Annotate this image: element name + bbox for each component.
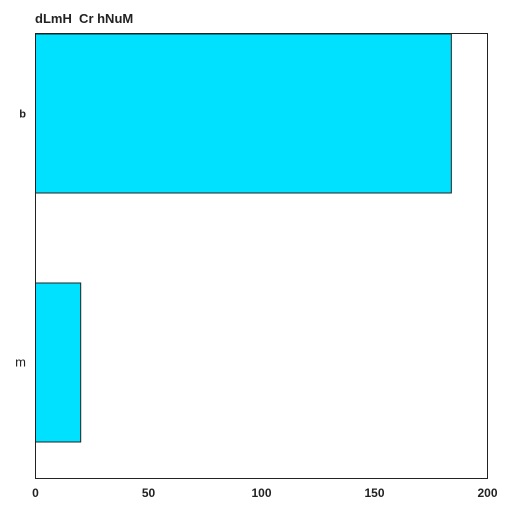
x-tick-label: 50	[142, 486, 156, 500]
plot-frame	[35, 33, 488, 479]
chart-title: dLmH Cr hNuM	[35, 11, 134, 26]
y-tick-label-b: b	[19, 109, 26, 121]
bar-b	[35, 33, 452, 194]
bar-m	[35, 282, 82, 443]
y-tick-label-m: m	[15, 355, 26, 370]
y-tick-labels: bm	[15, 109, 26, 370]
x-tick-label: 0	[32, 486, 39, 500]
x-tick-label: 100	[251, 486, 271, 500]
x-tick-label: 200	[477, 486, 497, 500]
x-tick-labels: 0 50 100 150 200	[32, 486, 498, 500]
bars-layer	[35, 33, 452, 443]
x-tick-label: 150	[364, 486, 384, 500]
